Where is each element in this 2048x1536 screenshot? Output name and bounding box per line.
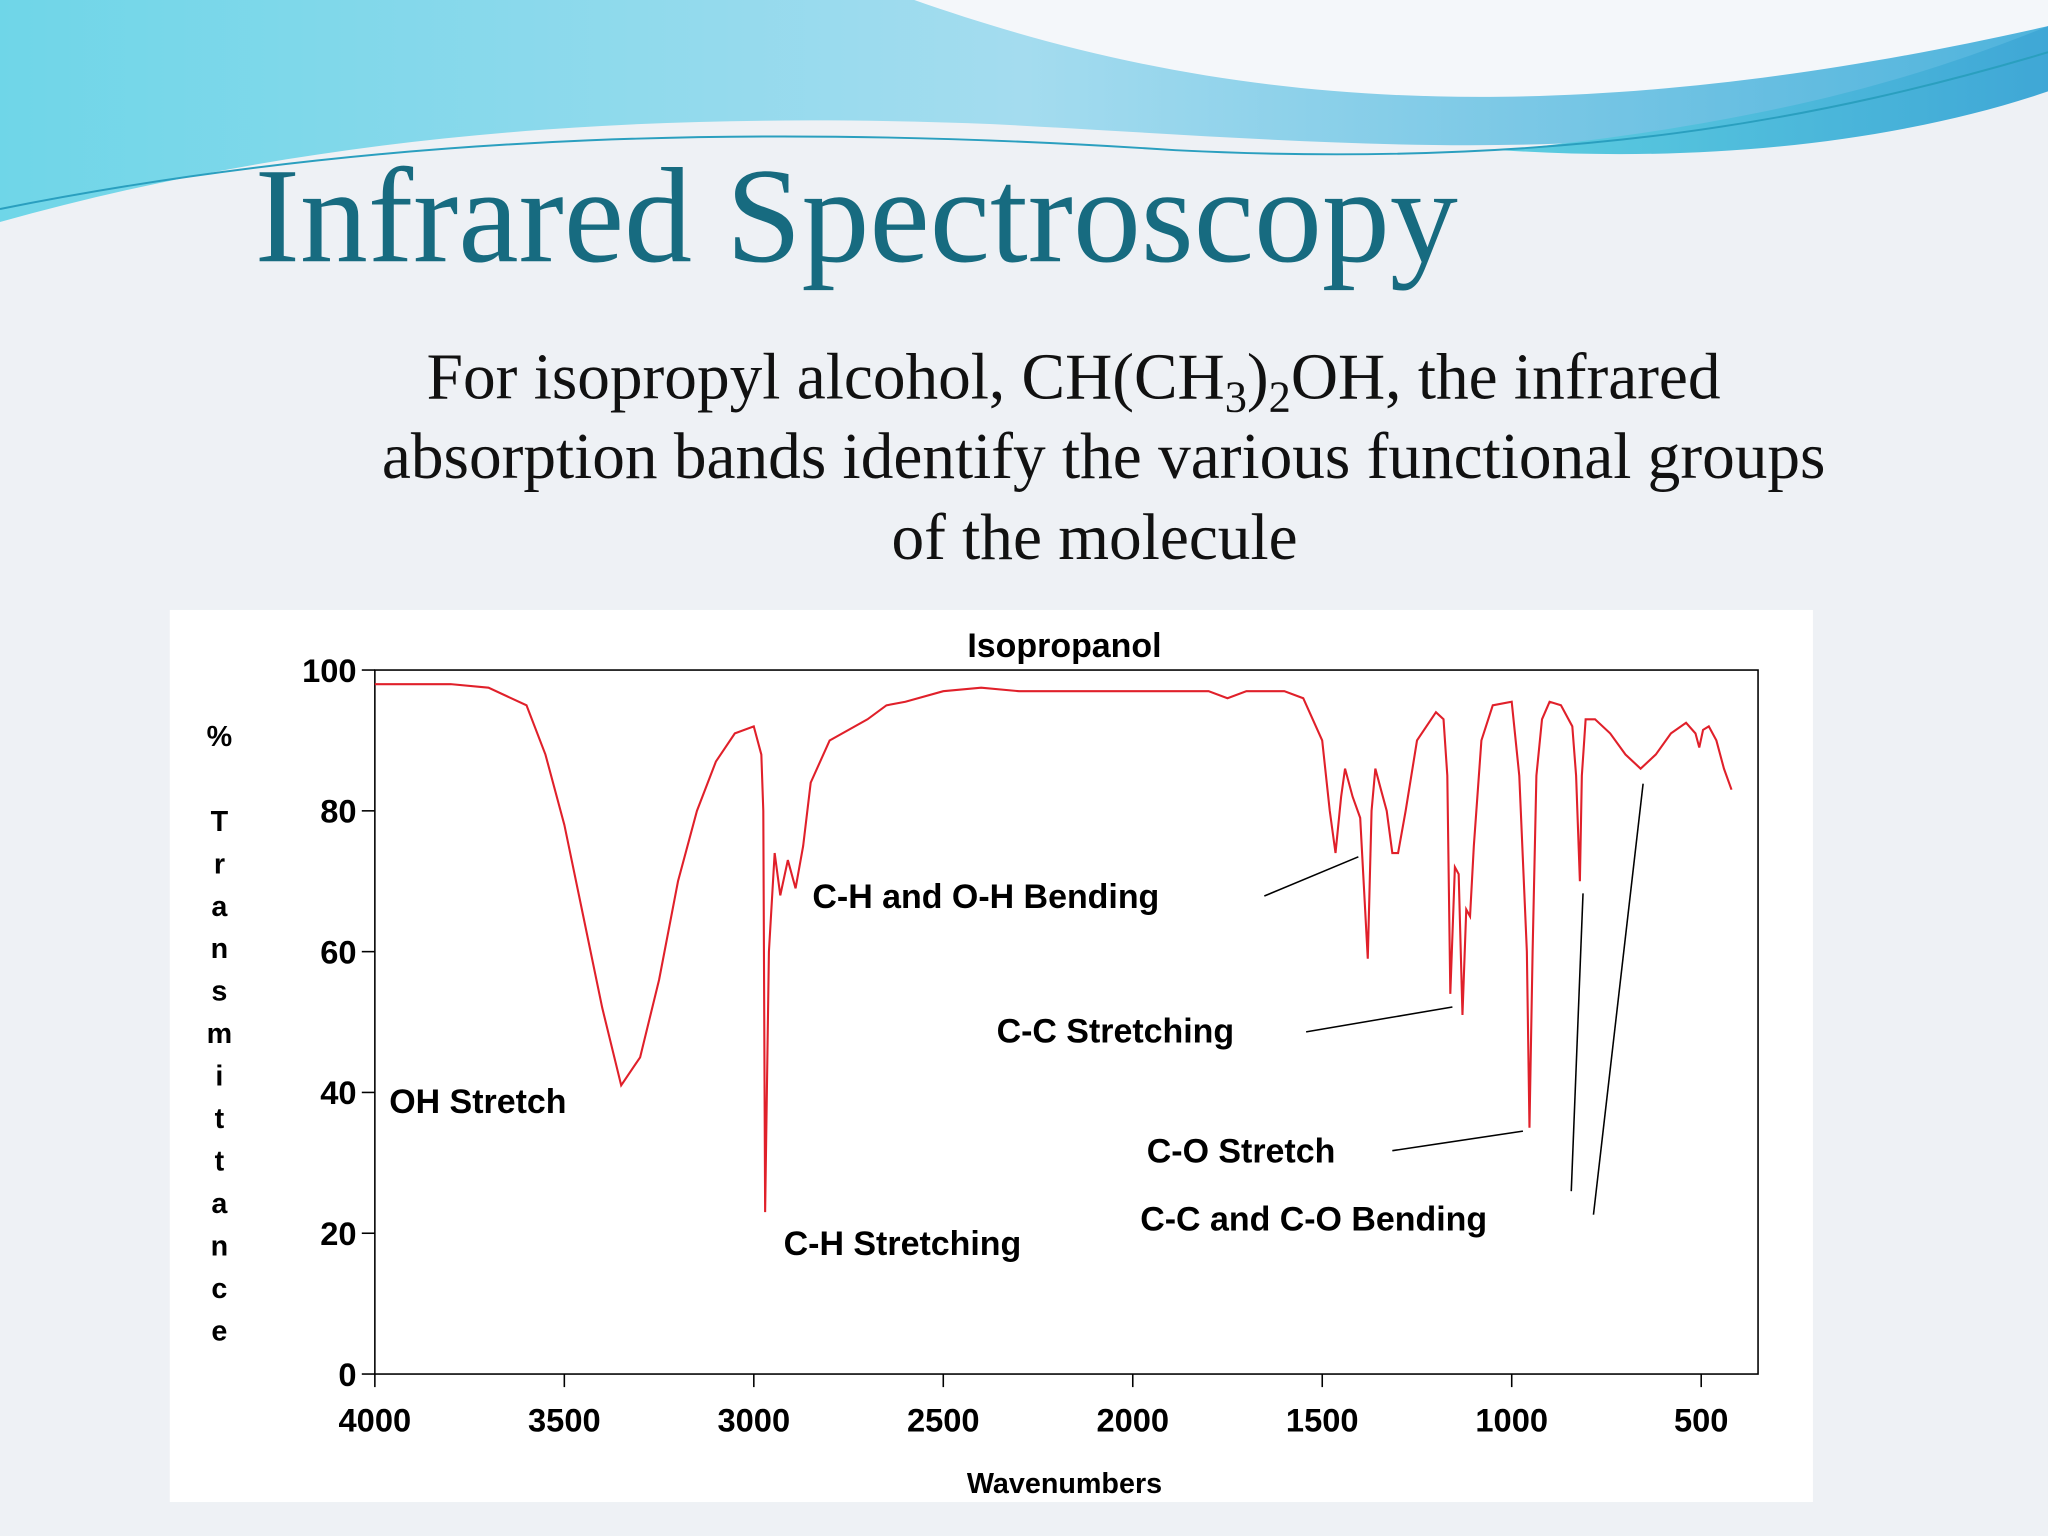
leader-line: [1264, 856, 1359, 897]
x-tick-label: 3000: [717, 1402, 790, 1439]
chart: Isopropanol Wavenumbers % Transmittance 0 20…: [203, 627, 1759, 1500]
subtitle-text: of the molecule: [891, 502, 1297, 574]
subtitle-text: OH, the infrared: [1291, 341, 1721, 413]
chart-title: Isopropanol: [967, 627, 1161, 665]
subscript: 2: [1269, 371, 1291, 421]
header-wave-dark: [1502, 26, 2048, 155]
annotation: C-C Stretching: [997, 1012, 1235, 1050]
leader-line: [1305, 1006, 1453, 1033]
annotation: C-H and O-H Bending: [812, 878, 1159, 916]
subtitle: For isopropyl alcohol, CH(CH3)2OH, the i…: [382, 341, 1826, 574]
y-tick-label: 60: [320, 933, 356, 970]
header-wave-light: [914, 0, 2048, 97]
y-axis-label: % Transmittance: [203, 721, 235, 1358]
subtitle-line: For isopropyl alcohol, CH(CH3)2OH, the i…: [427, 341, 1721, 421]
subscript: 3: [1225, 371, 1247, 421]
spectrum-line: [374, 683, 1733, 1213]
x-tick-label: 1000: [1475, 1402, 1548, 1439]
y-tick-label: 80: [320, 793, 356, 830]
x-tick-label: 1500: [1286, 1402, 1359, 1439]
y-tick-label: 40: [320, 1074, 356, 1111]
annotation: C-C and C-O Bending: [1140, 1200, 1487, 1238]
x-tick-label: 4000: [339, 1402, 412, 1439]
subtitle-line: absorption bands identify the various fu…: [382, 421, 1826, 493]
y-tick-label: 20: [320, 1215, 356, 1252]
x-tick-label: 3500: [528, 1402, 601, 1439]
y-tick-label: 100: [302, 652, 356, 689]
plot-frame: [374, 669, 1759, 1375]
x-tick-label: 2000: [1096, 1402, 1169, 1439]
subtitle-text: For isopropyl alcohol, CH(CH: [427, 341, 1225, 413]
slide-title: Infrared Spectroscopy: [255, 141, 1458, 291]
subtitle-line: of the molecule: [891, 502, 1297, 574]
x-tick-label: 2500: [907, 1402, 980, 1439]
leader-line: [1392, 1130, 1524, 1152]
y-tick-label: 0: [338, 1356, 356, 1393]
header-line: [0, 51, 2048, 210]
x-axis-label: Wavenumbers: [967, 1468, 1162, 1500]
subtitle-text: absorption bands identify the various fu…: [382, 421, 1826, 493]
leader-line: [1592, 783, 1644, 1215]
leader-line: [1570, 893, 1584, 1192]
annotation: C-H Stretching: [784, 1225, 1022, 1263]
x-tick-label: 500: [1674, 1402, 1728, 1439]
chart-panel: [169, 609, 1813, 1503]
annotation: C-O Stretch: [1147, 1132, 1336, 1170]
annotation: OH Stretch: [389, 1083, 566, 1121]
subtitle-text: ): [1247, 341, 1269, 413]
